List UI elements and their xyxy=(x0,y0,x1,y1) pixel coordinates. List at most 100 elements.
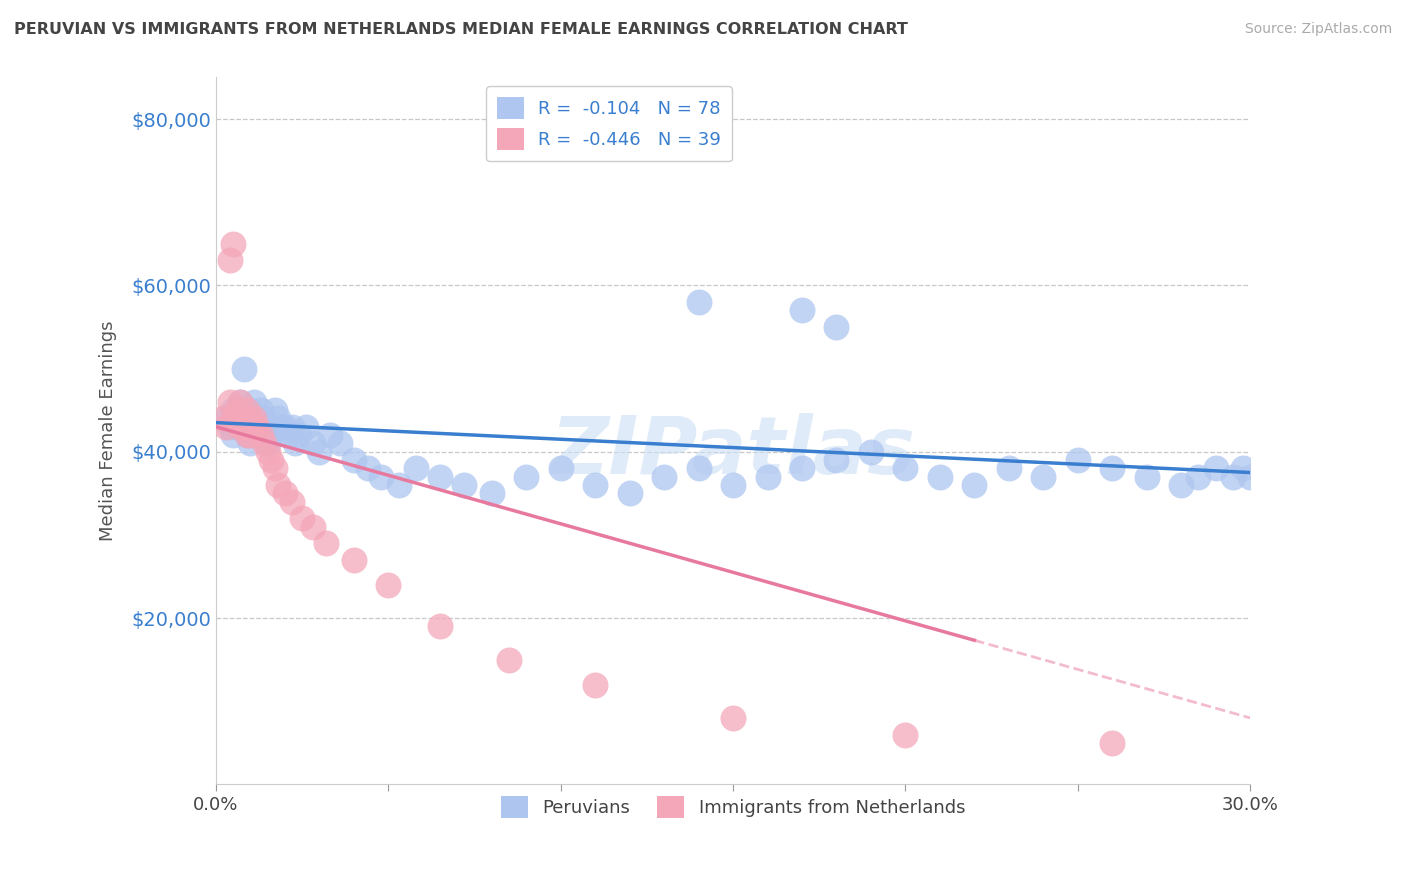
Point xyxy=(232,411,254,425)
Point xyxy=(370,469,392,483)
Text: Source: ZipAtlas.com: Source: ZipAtlas.com xyxy=(1244,22,1392,37)
Point xyxy=(225,411,247,425)
Legend: Peruvians, Immigrants from Netherlands: Peruvians, Immigrants from Netherlands xyxy=(494,789,973,825)
Point xyxy=(239,411,262,425)
Point xyxy=(243,394,266,409)
Point xyxy=(239,436,262,450)
Point xyxy=(236,403,259,417)
Point xyxy=(1101,736,1123,750)
Point xyxy=(343,453,366,467)
Point xyxy=(429,619,451,633)
Point xyxy=(294,419,316,434)
Point xyxy=(239,419,262,434)
Y-axis label: Median Female Earnings: Median Female Earnings xyxy=(100,321,117,541)
Point xyxy=(260,453,283,467)
Point xyxy=(253,411,276,425)
Point xyxy=(256,436,278,450)
Point xyxy=(246,411,269,425)
Point xyxy=(225,403,247,417)
Point xyxy=(260,428,283,442)
Point xyxy=(356,461,378,475)
Point xyxy=(260,419,283,434)
Point xyxy=(1136,469,1159,483)
Point xyxy=(249,428,271,442)
Point xyxy=(928,469,950,483)
Point xyxy=(232,419,254,434)
Point xyxy=(218,419,240,434)
Point xyxy=(239,411,262,425)
Point xyxy=(301,519,323,533)
Point xyxy=(249,403,271,417)
Point xyxy=(315,536,337,550)
Point xyxy=(894,461,917,475)
Point xyxy=(688,295,710,310)
Point xyxy=(287,428,309,442)
Point xyxy=(229,419,252,434)
Point xyxy=(263,461,285,475)
Point xyxy=(721,478,744,492)
Point xyxy=(243,419,266,434)
Point xyxy=(274,419,297,434)
Point xyxy=(790,303,813,318)
Point xyxy=(859,444,882,458)
Point xyxy=(243,428,266,442)
Point xyxy=(377,578,399,592)
Point xyxy=(481,486,503,500)
Point xyxy=(756,469,779,483)
Point xyxy=(281,494,304,508)
Point xyxy=(688,461,710,475)
Point xyxy=(222,236,245,251)
Point xyxy=(1232,461,1254,475)
Point xyxy=(1032,469,1054,483)
Point xyxy=(249,419,271,434)
Point xyxy=(218,394,240,409)
Point xyxy=(243,419,266,434)
Point xyxy=(256,428,278,442)
Point xyxy=(253,436,276,450)
Point xyxy=(1101,461,1123,475)
Text: PERUVIAN VS IMMIGRANTS FROM NETHERLANDS MEDIAN FEMALE EARNINGS CORRELATION CHART: PERUVIAN VS IMMIGRANTS FROM NETHERLANDS … xyxy=(14,22,908,37)
Point xyxy=(229,394,252,409)
Point xyxy=(246,419,269,434)
Point xyxy=(277,428,299,442)
Point xyxy=(721,711,744,725)
Point xyxy=(225,419,247,434)
Point xyxy=(253,419,276,434)
Point xyxy=(239,403,262,417)
Point xyxy=(1205,461,1227,475)
Point xyxy=(236,419,259,434)
Point xyxy=(256,444,278,458)
Text: ZIPatlas: ZIPatlas xyxy=(551,413,915,491)
Point xyxy=(319,428,342,442)
Point xyxy=(1239,469,1261,483)
Point xyxy=(301,436,323,450)
Point xyxy=(274,486,297,500)
Point xyxy=(583,478,606,492)
Point xyxy=(232,411,254,425)
Point xyxy=(498,653,520,667)
Point xyxy=(825,320,848,334)
Point xyxy=(222,428,245,442)
Point xyxy=(429,469,451,483)
Point xyxy=(225,411,247,425)
Point xyxy=(236,428,259,442)
Point xyxy=(284,436,307,450)
Point xyxy=(894,727,917,741)
Point xyxy=(249,428,271,442)
Point xyxy=(405,461,427,475)
Point xyxy=(270,419,292,434)
Point xyxy=(963,478,986,492)
Point xyxy=(291,511,314,525)
Point xyxy=(1222,469,1244,483)
Point xyxy=(825,453,848,467)
Point xyxy=(790,461,813,475)
Point xyxy=(453,478,475,492)
Point xyxy=(550,461,572,475)
Point xyxy=(246,419,269,434)
Point xyxy=(232,361,254,376)
Point xyxy=(222,411,245,425)
Point xyxy=(388,478,411,492)
Point xyxy=(218,253,240,268)
Point xyxy=(215,411,238,425)
Point xyxy=(515,469,537,483)
